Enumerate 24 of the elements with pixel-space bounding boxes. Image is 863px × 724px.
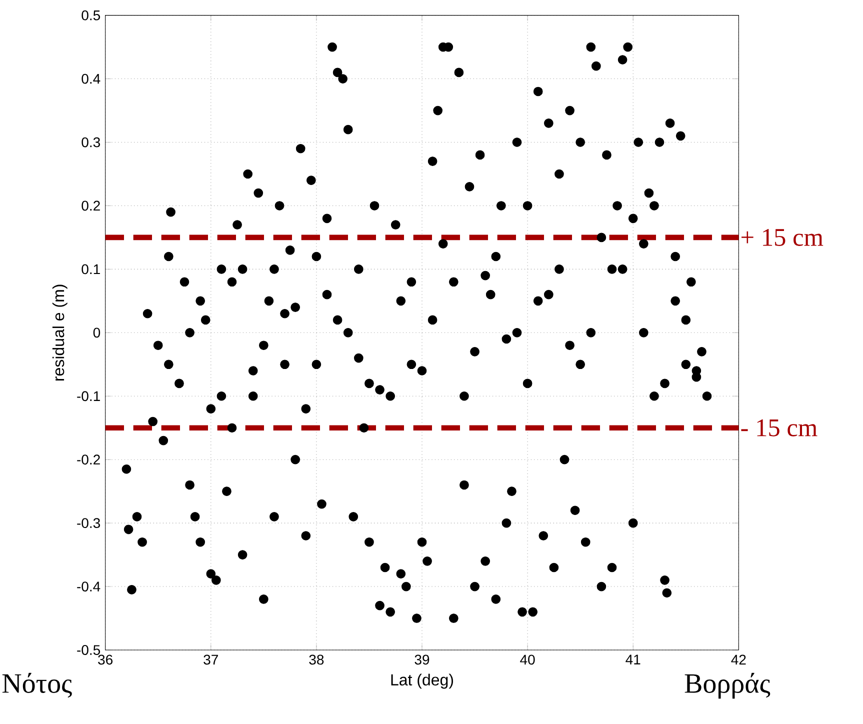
- ref-line-label: - 15 cm: [741, 419, 818, 436]
- x-tick-label: 41: [626, 654, 640, 664]
- x-tick-label: 39: [414, 654, 430, 665]
- x-tick-label: 42: [731, 654, 746, 664]
- x-axis-title: Lat (deg): [391, 674, 453, 689]
- y-tick-label: 0.4: [82, 74, 100, 84]
- text: Νότος: [2, 672, 72, 698]
- y-axis-title: residual e (m): [52, 284, 68, 380]
- y-tick-label: 0.1: [82, 264, 100, 274]
- text: Βορράς: [684, 672, 770, 699]
- y-tick-label: -0.4: [77, 582, 100, 592]
- x-tick-label: 38: [309, 654, 324, 665]
- x-tick-label: 36: [98, 654, 113, 665]
- x-tick-label: 37: [204, 654, 218, 665]
- x-tick-label: 40: [520, 654, 535, 665]
- ref-line-label: + 15 cm: [742, 228, 824, 246]
- y-tick-label: 0.3: [82, 137, 100, 148]
- y-tick-label: 0.5: [82, 10, 100, 20]
- y-tick-label: -0.2: [77, 454, 100, 465]
- y-tick-label: 0: [93, 328, 100, 338]
- y-tick-label: -0.5: [77, 645, 100, 655]
- y-tick-label: -0.3: [77, 518, 100, 528]
- y-tick-label: -0.1: [77, 391, 100, 402]
- y-tick-label: 0.2: [82, 200, 100, 211]
